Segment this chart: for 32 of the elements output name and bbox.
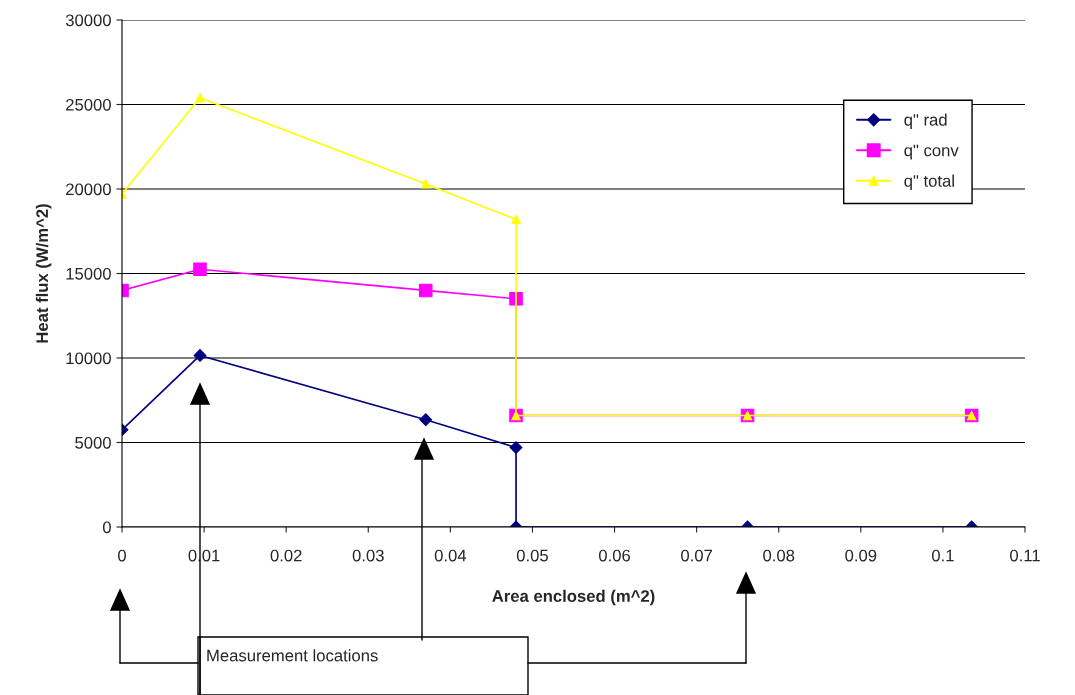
x-tick-label: 0.1 (931, 549, 954, 562)
point (511, 214, 521, 225)
x-tick-label: 0.07 (681, 549, 713, 562)
x-tick-label: 0.05 (516, 549, 548, 562)
x-tick-label: 0 (118, 549, 126, 562)
x-tick-label: 0.08 (763, 549, 795, 562)
y-tick-label: 20000 (66, 183, 111, 196)
y-tick-label: 0 (102, 521, 111, 534)
legend-label: q" rad (904, 113, 947, 130)
x-tick-label: 0.11 (1010, 549, 1040, 562)
y-tick-label: 10000 (66, 352, 111, 365)
y-tick-label: 25000 (66, 98, 111, 111)
legend-label: q" conv (904, 144, 959, 160)
point (418, 283, 433, 298)
y-tick-label: 30000 (65, 14, 111, 27)
point (509, 441, 523, 454)
y-tick-label: 15000 (66, 267, 111, 280)
x-tick-label: 0.06 (598, 549, 631, 562)
x-tick-label: 0.04 (434, 549, 467, 562)
point (193, 262, 207, 277)
point (419, 413, 433, 427)
text: Measurement locations (207, 649, 378, 662)
x-tick-label: 0.09 (845, 549, 877, 562)
y-axis-title: Heat flux (W/m^2) (35, 204, 52, 343)
y-tick-label: 5000 (75, 436, 111, 449)
legend-label: q" total (904, 174, 954, 191)
x-axis-title: Area enclosed (m^2) (492, 589, 655, 606)
x-tick-label: 0.02 (270, 549, 302, 562)
point (421, 179, 431, 189)
x-tick-label: 0.03 (352, 549, 384, 562)
point (193, 349, 207, 362)
point (195, 93, 205, 103)
